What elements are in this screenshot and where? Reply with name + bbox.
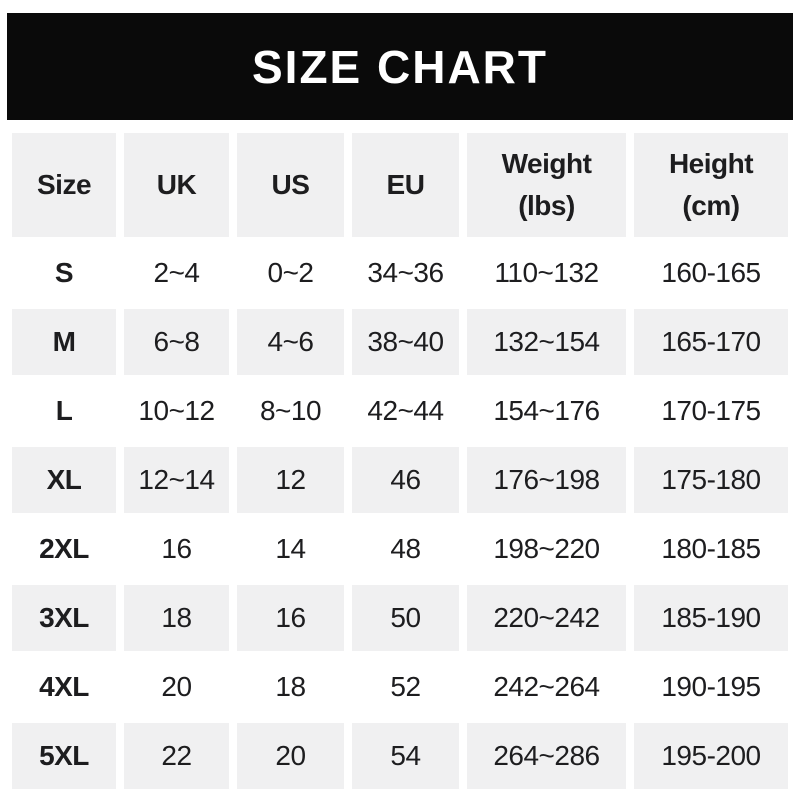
table-cell: 10~12	[124, 378, 229, 444]
row-label: M	[12, 309, 116, 375]
table-cell: 54	[352, 723, 459, 789]
row-label: L	[12, 378, 116, 444]
table-cell: 48	[352, 516, 459, 582]
table-cell: 50	[352, 585, 459, 651]
table-cell: 18	[237, 654, 344, 720]
table-cell: 190-195	[634, 654, 788, 720]
size-chart-table: Size UK US EU Weight (lbs) Height (cm) S 2~4 0~2…	[12, 133, 788, 789]
table-cell: 264~286	[467, 723, 626, 789]
table-cell: 6~8	[124, 309, 229, 375]
table-cell: 2~4	[124, 240, 229, 306]
table-cell: 160-165	[634, 240, 788, 306]
table-cell: 0~2	[237, 240, 344, 306]
row-label: XL	[12, 447, 116, 513]
row-label: S	[12, 240, 116, 306]
table-cell: 18	[124, 585, 229, 651]
column-header-5: Height (cm)	[634, 133, 788, 237]
table-cell: 170-175	[634, 378, 788, 444]
column-header-3: EU	[352, 133, 459, 237]
table-cell: 38~40	[352, 309, 459, 375]
table-cell: 185-190	[634, 585, 788, 651]
row-label: 4XL	[12, 654, 116, 720]
table-cell: 8~10	[237, 378, 344, 444]
table-cell: 20	[237, 723, 344, 789]
table-cell: 22	[124, 723, 229, 789]
size-chart-banner: SIZE CHART	[7, 13, 793, 120]
table-cell: 195-200	[634, 723, 788, 789]
column-header-4: Weight (lbs)	[467, 133, 626, 237]
table-cell: 180-185	[634, 516, 788, 582]
table-cell: 14	[237, 516, 344, 582]
table-cell: 154~176	[467, 378, 626, 444]
page-title: SIZE CHART	[252, 40, 548, 93]
table-cell: 165-170	[634, 309, 788, 375]
table-cell: 20	[124, 654, 229, 720]
row-label: 5XL	[12, 723, 116, 789]
table-cell: 132~154	[467, 309, 626, 375]
table-cell: 4~6	[237, 309, 344, 375]
column-header-1: UK	[124, 133, 229, 237]
table-cell: 16	[124, 516, 229, 582]
table-cell: 12	[237, 447, 344, 513]
table-cell: 12~14	[124, 447, 229, 513]
row-label: 2XL	[12, 516, 116, 582]
table-cell: 46	[352, 447, 459, 513]
column-header-2: US	[237, 133, 344, 237]
table-cell: 176~198	[467, 447, 626, 513]
table-cell: 110~132	[467, 240, 626, 306]
table-cell: 52	[352, 654, 459, 720]
table-cell: 16	[237, 585, 344, 651]
table-cell: 34~36	[352, 240, 459, 306]
table-cell: 220~242	[467, 585, 626, 651]
table-cell: 175-180	[634, 447, 788, 513]
table-cell: 42~44	[352, 378, 459, 444]
row-label: 3XL	[12, 585, 116, 651]
column-header-0: Size	[12, 133, 116, 237]
table-cell: 242~264	[467, 654, 626, 720]
table-cell: 198~220	[467, 516, 626, 582]
